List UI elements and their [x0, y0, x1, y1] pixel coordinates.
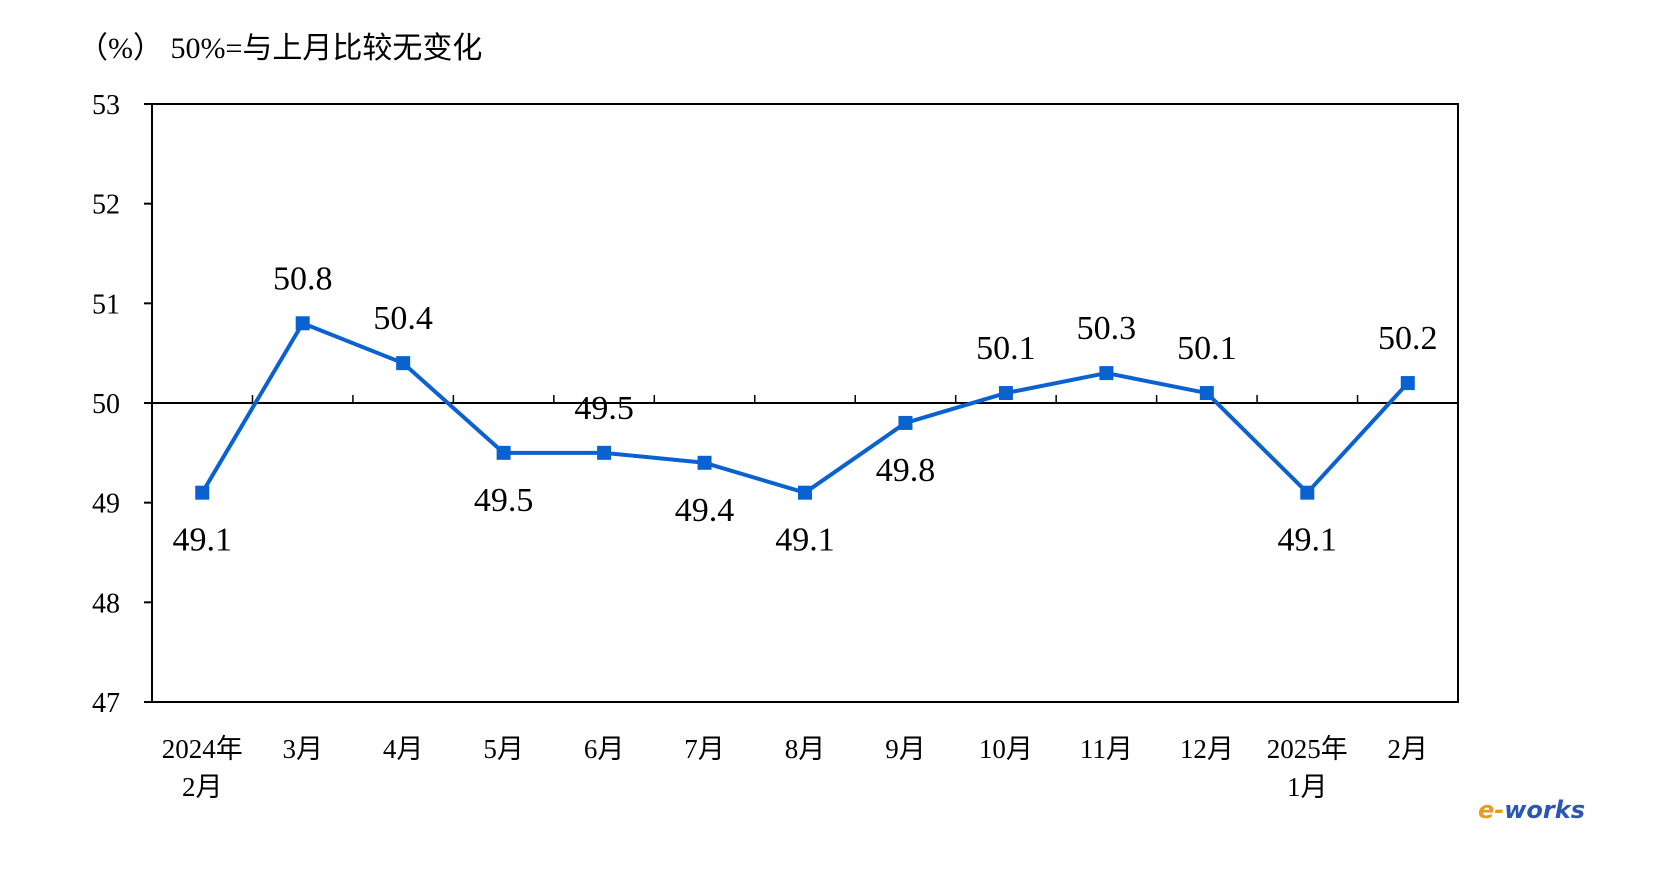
data-point-marker — [396, 356, 411, 371]
x-tick-label: 2月 — [1388, 734, 1429, 764]
data-label: 49.5 — [574, 390, 634, 427]
data-label: 49.8 — [876, 452, 936, 489]
data-point-marker — [195, 485, 210, 500]
data-point-marker — [1400, 376, 1415, 391]
x-tick-label: 10月 — [979, 734, 1033, 764]
x-axis-ticks — [251, 395, 1359, 403]
y-tick-label: 53 — [92, 90, 120, 121]
x-tick-label: 6月 — [584, 734, 625, 764]
data-point-marker — [798, 485, 812, 500]
data-label: 50.1 — [1177, 330, 1237, 367]
data-label: 49.4 — [675, 492, 735, 529]
y-tick-label: 47 — [92, 688, 120, 719]
x-tick-label: 11月 — [1080, 734, 1133, 764]
data-point-marker — [496, 445, 511, 460]
data-point-marker — [1099, 366, 1114, 381]
data-point-marker — [898, 415, 913, 430]
x-tick-label: 5月 — [483, 734, 524, 764]
y-tick-label: 50 — [92, 389, 120, 420]
y-tick-label: 51 — [92, 289, 120, 320]
x-tick-label: 2025年 — [1267, 734, 1348, 764]
data-label: 50.4 — [373, 300, 433, 337]
unit-note: （%） 50%=与上月比较无变化 — [78, 32, 482, 65]
data-point-marker — [697, 455, 712, 470]
x-tick-label: 1月 — [1287, 772, 1328, 802]
x-tick-label: 7月 — [684, 734, 725, 764]
data-label: 50.1 — [976, 330, 1036, 367]
data-point-marker — [295, 316, 310, 331]
y-tick-label: 49 — [92, 489, 120, 520]
x-axis-labels: 2024年 2月 3月 4月 5月 6月 7月 8月 9月 10月 11月 12月 2025年 1月 2月 — [162, 734, 1428, 802]
data-label: 49.1 — [1278, 522, 1338, 559]
data-label: 49.5 — [474, 482, 534, 519]
data-point-marker — [1199, 386, 1214, 401]
x-tick-label: 12月 — [1180, 734, 1234, 764]
series-group — [195, 316, 1415, 500]
data-point-marker — [1300, 485, 1315, 500]
y-tick-label: 52 — [92, 190, 120, 221]
data-point-marker — [998, 386, 1013, 401]
x-tick-label: 2月 — [182, 772, 223, 802]
data-label: 50.2 — [1378, 320, 1438, 357]
data-label: 50.8 — [273, 260, 333, 297]
data-labels: 49.1 50.8 50.4 49.5 49.5 49.4 49.1 49.8 50.1 50.3… — [172, 260, 1437, 558]
data-point-marker — [597, 445, 612, 460]
watermark-text: e-works — [1478, 796, 1585, 824]
data-label: 49.1 — [172, 522, 232, 559]
x-tick-label: 3月 — [282, 734, 323, 764]
x-tick-label: 4月 — [383, 734, 424, 764]
data-label: 50.3 — [1077, 310, 1137, 347]
x-tick-label: 9月 — [885, 734, 926, 764]
data-label: 49.1 — [775, 522, 835, 559]
watermark-logo: e-works — [1478, 796, 1585, 824]
y-tick-label: 48 — [92, 588, 120, 619]
y-axis: 47 48 49 50 51 52 53 — [92, 90, 152, 719]
x-tick-label: 8月 — [785, 734, 826, 764]
x-tick-label: 2024年 — [162, 734, 243, 764]
